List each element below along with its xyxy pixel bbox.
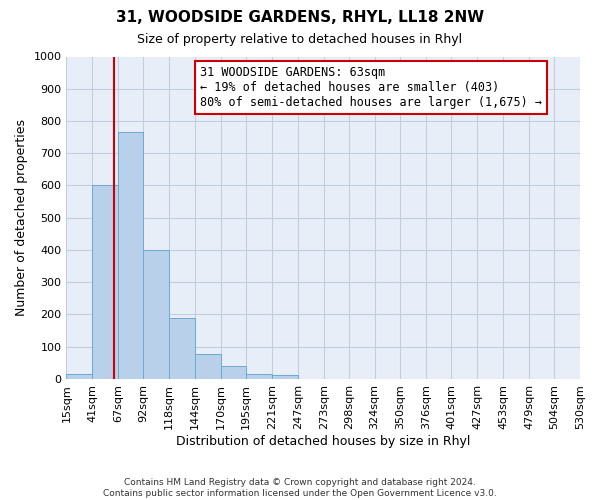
Text: Contains HM Land Registry data © Crown copyright and database right 2024.
Contai: Contains HM Land Registry data © Crown c… — [103, 478, 497, 498]
X-axis label: Distribution of detached houses by size in Rhyl: Distribution of detached houses by size … — [176, 434, 470, 448]
Y-axis label: Number of detached properties: Number of detached properties — [15, 119, 28, 316]
Text: Size of property relative to detached houses in Rhyl: Size of property relative to detached ho… — [137, 32, 463, 46]
Bar — [195, 354, 221, 379]
Text: 31, WOODSIDE GARDENS, RHYL, LL18 2NW: 31, WOODSIDE GARDENS, RHYL, LL18 2NW — [116, 10, 484, 25]
Bar — [118, 132, 143, 379]
Bar — [169, 318, 195, 379]
Bar — [221, 366, 246, 379]
Bar — [143, 250, 169, 379]
Bar — [67, 374, 92, 379]
Bar — [92, 186, 118, 379]
Bar — [246, 374, 272, 379]
Text: 31 WOODSIDE GARDENS: 63sqm
← 19% of detached houses are smaller (403)
80% of sem: 31 WOODSIDE GARDENS: 63sqm ← 19% of deta… — [200, 66, 542, 109]
Bar — [272, 375, 298, 379]
